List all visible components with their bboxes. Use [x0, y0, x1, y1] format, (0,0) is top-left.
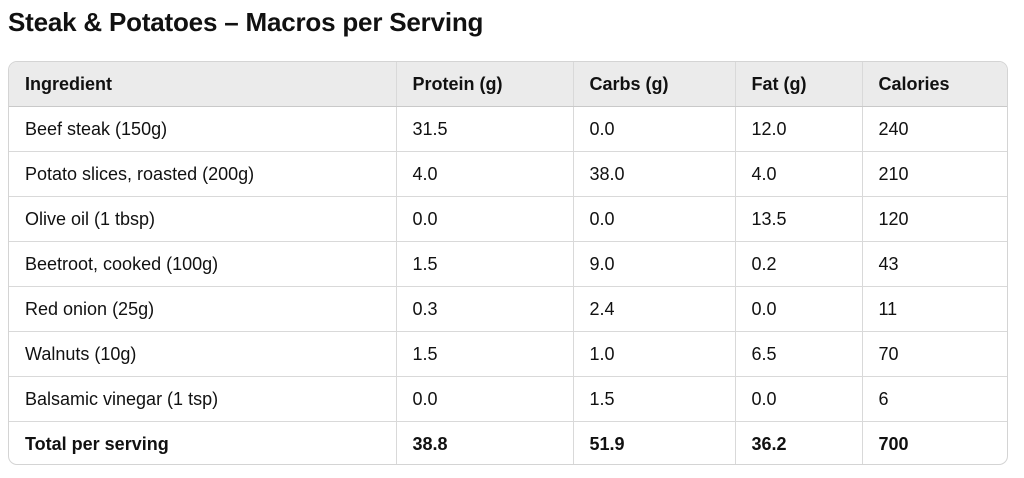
cell-fat: 0.0 — [735, 376, 863, 422]
cell-calories: 210 — [862, 151, 1007, 197]
cell-calories: 240 — [862, 106, 1007, 152]
cell-ingredient: Balsamic vinegar (1 tsp) — [9, 376, 397, 422]
total-fat: 36.2 — [735, 421, 863, 464]
cell-protein: 4.0 — [396, 151, 574, 197]
header-carbs: Carbs (g) — [573, 62, 736, 107]
cell-carbs: 2.4 — [573, 286, 736, 332]
cell-carbs: 9.0 — [573, 241, 736, 287]
cell-fat: 6.5 — [735, 331, 863, 377]
table-total-row: Total per serving 38.8 51.9 36.2 700 — [9, 421, 1007, 464]
cell-calories: 120 — [862, 196, 1007, 242]
cell-fat: 4.0 — [735, 151, 863, 197]
cell-carbs: 1.0 — [573, 331, 736, 377]
cell-fat: 0.2 — [735, 241, 863, 287]
cell-fat: 13.5 — [735, 196, 863, 242]
cell-protein: 1.5 — [396, 331, 574, 377]
table-row: Red onion (25g) 0.3 2.4 0.0 11 — [9, 286, 1007, 332]
total-carbs: 51.9 — [573, 421, 736, 464]
header-fat: Fat (g) — [735, 62, 863, 107]
cell-calories: 6 — [862, 376, 1007, 422]
table-row: Beetroot, cooked (100g) 1.5 9.0 0.2 43 — [9, 241, 1007, 287]
table-row: Balsamic vinegar (1 tsp) 0.0 1.5 0.0 6 — [9, 376, 1007, 422]
header-ingredient: Ingredient — [9, 62, 397, 107]
cell-ingredient: Olive oil (1 tbsp) — [9, 196, 397, 242]
cell-ingredient: Beetroot, cooked (100g) — [9, 241, 397, 287]
cell-calories: 70 — [862, 331, 1007, 377]
table-row: Potato slices, roasted (200g) 4.0 38.0 4… — [9, 151, 1007, 197]
table-row: Beef steak (150g) 31.5 0.0 12.0 240 — [9, 106, 1007, 152]
table-row: Olive oil (1 tbsp) 0.0 0.0 13.5 120 — [9, 196, 1007, 242]
total-calories: 700 — [878, 434, 909, 454]
cell-carbs: 38.0 — [573, 151, 736, 197]
macros-table: Ingredient Protein (g) Carbs (g) Fat (g)… — [9, 62, 1007, 464]
total-label: Total per serving — [9, 421, 397, 464]
cell-ingredient: Potato slices, roasted (200g) — [9, 151, 397, 197]
cell-fat: 0.0 — [735, 286, 863, 332]
cell-protein: 0.0 — [396, 376, 574, 422]
cell-carbs: 0.0 — [573, 196, 736, 242]
header-calories: Calories — [862, 62, 1007, 107]
table-header-row: Ingredient Protein (g) Carbs (g) Fat (g)… — [9, 62, 1007, 107]
cell-protein: 0.0 — [396, 196, 574, 242]
page-title: Steak & Potatoes – Macros per Serving — [8, 7, 484, 37]
cell-ingredient: Walnuts (10g) — [9, 331, 397, 377]
cell-carbs: 1.5 — [573, 376, 736, 422]
cell-fat: 12.0 — [735, 106, 863, 152]
cell-protein: 1.5 — [396, 241, 574, 287]
cell-calories: 43 — [862, 241, 1007, 287]
header-protein: Protein (g) — [396, 62, 574, 107]
cell-protein: 31.5 — [396, 106, 574, 152]
cell-protein: 0.3 — [396, 286, 574, 332]
cell-carbs: 0.0 — [573, 106, 736, 152]
cell-ingredient: Red onion (25g) — [9, 286, 397, 332]
cell-ingredient: Beef steak (150g) — [9, 106, 397, 152]
table-row: Walnuts (10g) 1.5 1.0 6.5 70 — [9, 331, 1007, 377]
macros-table-container: Ingredient Protein (g) Carbs (g) Fat (g)… — [8, 61, 1008, 465]
total-protein: 38.8 — [396, 421, 574, 464]
cell-calories: 11 — [862, 286, 1007, 332]
